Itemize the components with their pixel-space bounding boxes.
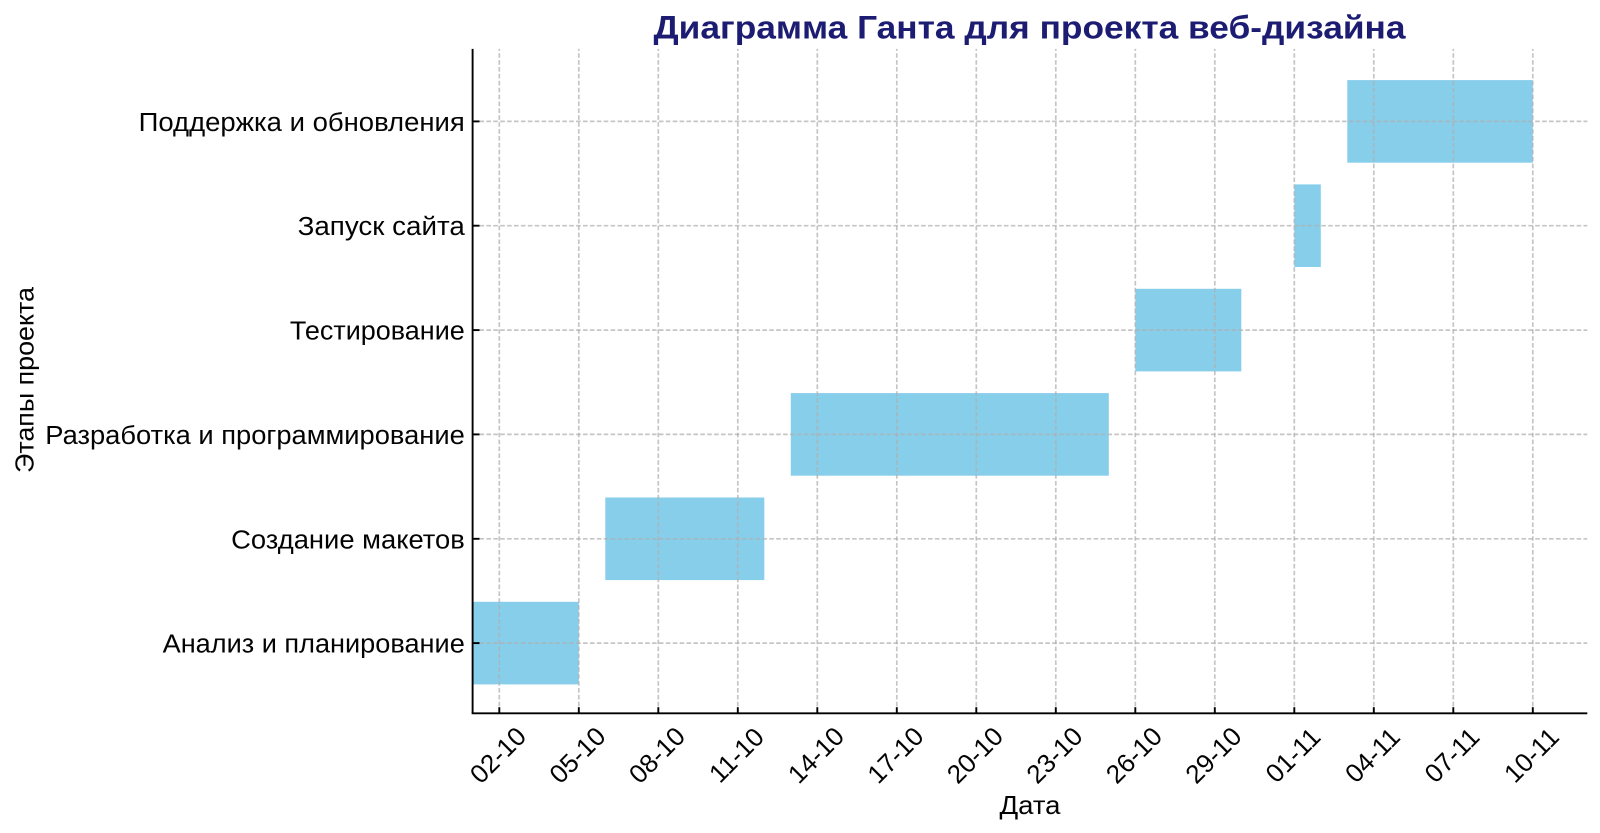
svg-text:Тестирование: Тестирование bbox=[290, 318, 465, 346]
svg-text:Диаграмма Ганта для проекта ве: Диаграмма Ганта для проекта веб-дизайна bbox=[654, 9, 1406, 45]
svg-text:Создание макетов: Создание макетов bbox=[231, 526, 465, 554]
svg-text:Этапы проекта: Этапы проекта bbox=[10, 286, 40, 473]
svg-text:Дата: Дата bbox=[1000, 790, 1062, 820]
svg-text:Анализ и планирование: Анализ и планирование bbox=[163, 631, 465, 659]
svg-text:Запуск сайта: Запуск сайта bbox=[298, 213, 466, 241]
svg-text:Поддержка и обновления: Поддержка и обновления bbox=[139, 109, 465, 137]
svg-text:Разработка и программирование: Разработка и программирование bbox=[45, 422, 465, 450]
